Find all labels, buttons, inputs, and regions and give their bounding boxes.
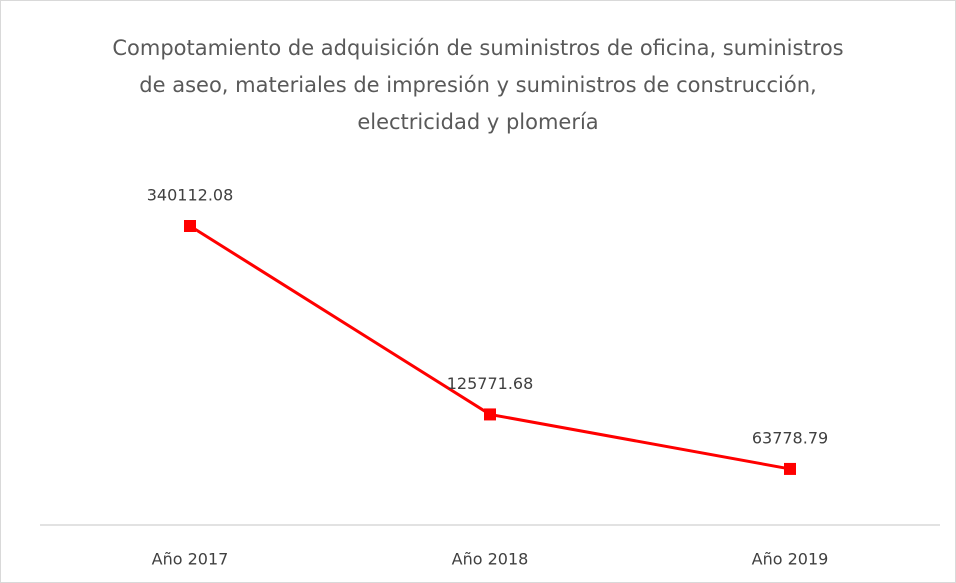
data-label: 340112.08: [147, 186, 234, 205]
data-point: [184, 220, 196, 232]
data-label: 63778.79: [752, 428, 828, 447]
x-tick-label: Año 2018: [452, 550, 529, 569]
data-label: 125771.68: [447, 374, 534, 393]
x-tick-label: Año 2017: [152, 550, 229, 569]
data-point: [784, 463, 796, 475]
x-tick-label: Año 2019: [752, 550, 829, 569]
chart-area: Año 2017 Año 2018 Año 2019 340112.08 125771.…: [0, 0, 956, 583]
chart-title: Compotamiento de adquisición de suminist…: [98, 30, 858, 141]
data-point: [484, 408, 496, 420]
